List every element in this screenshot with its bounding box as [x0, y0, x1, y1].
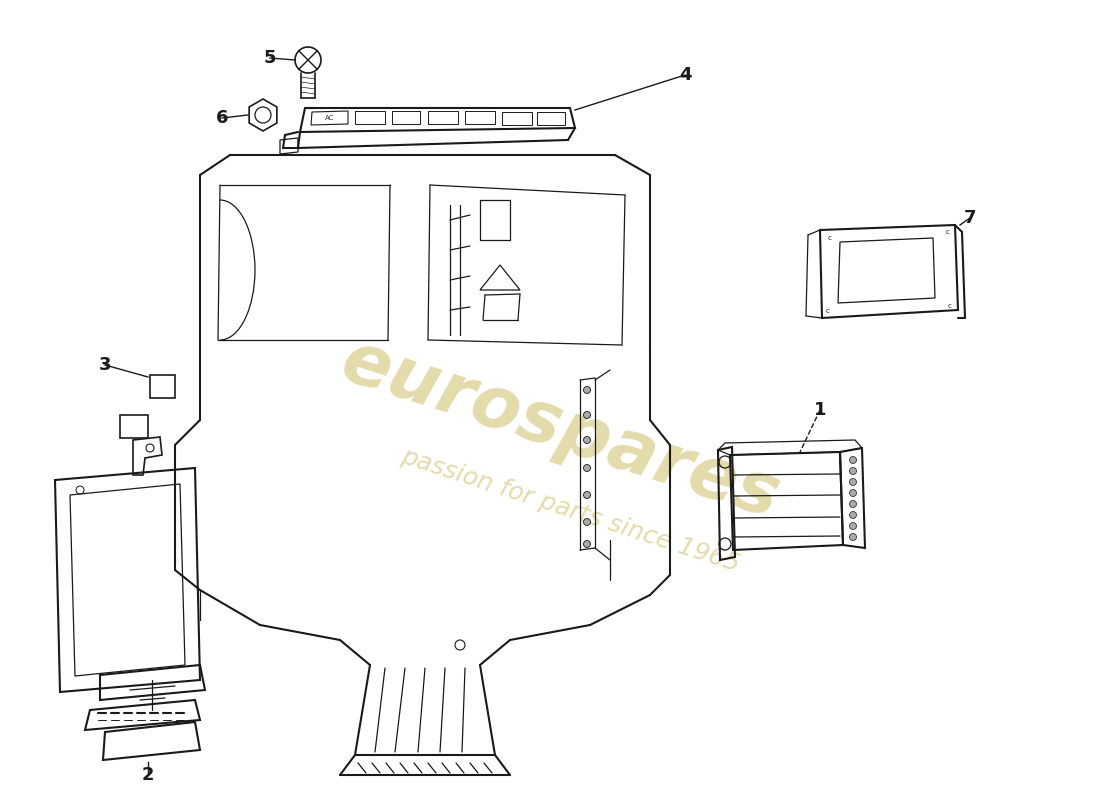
- Circle shape: [849, 467, 857, 474]
- Text: 5: 5: [264, 49, 276, 67]
- Text: 7: 7: [964, 209, 977, 227]
- Circle shape: [583, 411, 591, 418]
- Circle shape: [583, 465, 591, 471]
- Circle shape: [849, 478, 857, 486]
- Circle shape: [849, 501, 857, 507]
- Circle shape: [849, 490, 857, 497]
- Text: c: c: [826, 308, 829, 314]
- Text: passion for parts since 1965: passion for parts since 1965: [398, 444, 742, 576]
- Circle shape: [583, 491, 591, 498]
- Circle shape: [583, 386, 591, 394]
- Circle shape: [583, 541, 591, 547]
- Text: c: c: [828, 235, 832, 241]
- Circle shape: [849, 457, 857, 463]
- Circle shape: [849, 511, 857, 518]
- Circle shape: [583, 518, 591, 526]
- Circle shape: [849, 534, 857, 541]
- Text: 3: 3: [99, 356, 111, 374]
- Text: c: c: [948, 303, 951, 309]
- Circle shape: [583, 437, 591, 443]
- Text: eurospares: eurospares: [332, 326, 788, 534]
- Text: c: c: [946, 229, 950, 235]
- Text: 1: 1: [814, 401, 826, 419]
- Text: 2: 2: [142, 766, 154, 784]
- Circle shape: [849, 522, 857, 530]
- Text: AC: AC: [326, 115, 334, 121]
- Text: 6: 6: [216, 109, 229, 127]
- Text: 4: 4: [679, 66, 691, 84]
